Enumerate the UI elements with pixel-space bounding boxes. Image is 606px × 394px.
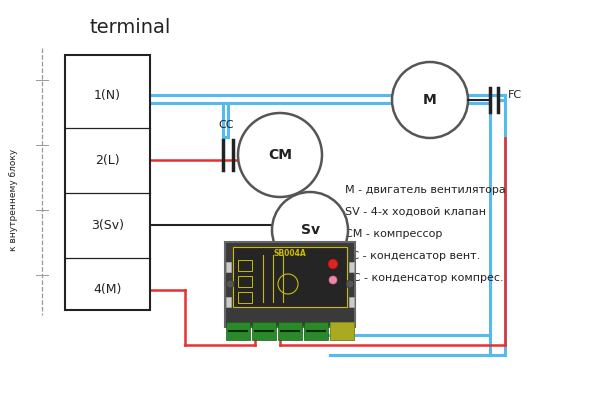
Bar	[330, 322, 354, 340]
Text: CM: CM	[268, 148, 292, 162]
Text: CC: CC	[218, 120, 234, 130]
Bar	[226, 262, 231, 272]
Text: 2(L): 2(L)	[95, 154, 120, 167]
Bar	[278, 322, 302, 340]
Text: M: M	[423, 93, 437, 107]
Bar	[65, 55, 150, 310]
Bar	[238, 260, 252, 271]
Text: СС - конденсатор компрес.: СС - конденсатор компрес.	[345, 273, 504, 283]
Bar	[330, 322, 354, 340]
Circle shape	[329, 276, 337, 284]
Text: FC - конденсатор вент.: FC - конденсатор вент.	[345, 251, 480, 261]
Bar	[226, 322, 250, 340]
Bar	[226, 297, 231, 307]
Bar	[349, 262, 354, 272]
Text: SV - 4-х ходовой клапан: SV - 4-х ходовой клапан	[345, 207, 486, 217]
Text: FC: FC	[508, 90, 522, 100]
Text: СМ - компрессор: СМ - компрессор	[345, 229, 442, 239]
Text: к внутреннему блоку: к внутреннему блоку	[10, 149, 19, 251]
Text: М - двигатель вентилятора: М - двигатель вентилятора	[345, 185, 506, 195]
Circle shape	[346, 280, 354, 288]
Bar	[233, 247, 347, 307]
Bar	[225, 242, 355, 327]
Bar	[252, 322, 276, 340]
Circle shape	[272, 192, 348, 268]
Text: 4(M): 4(M)	[93, 284, 122, 297]
Bar	[238, 276, 252, 287]
Text: terminal: terminal	[90, 18, 171, 37]
Circle shape	[328, 259, 338, 269]
Circle shape	[238, 113, 322, 197]
Bar	[349, 297, 354, 307]
Circle shape	[392, 62, 468, 138]
Bar	[304, 322, 328, 340]
Text: 1(N): 1(N)	[94, 89, 121, 102]
Bar	[238, 292, 252, 303]
Text: SB004A: SB004A	[274, 249, 307, 258]
Circle shape	[226, 280, 234, 288]
Text: Sv: Sv	[301, 223, 319, 237]
Text: 3(Sv): 3(Sv)	[91, 219, 124, 232]
